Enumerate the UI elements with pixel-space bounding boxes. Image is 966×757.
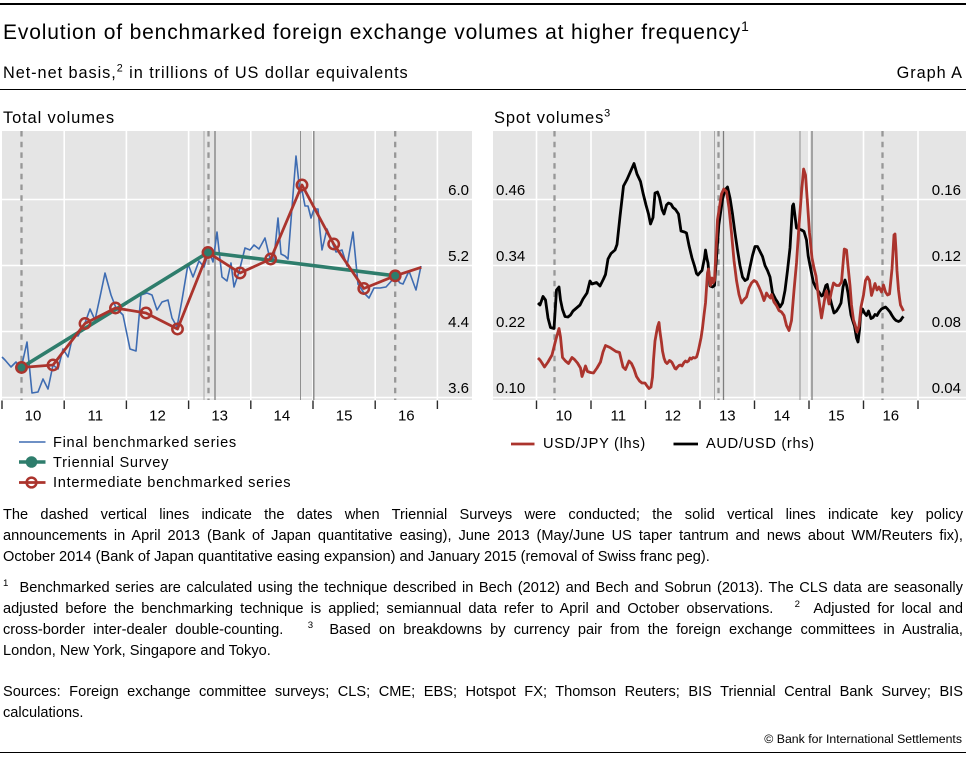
- svg-text:15: 15: [336, 408, 353, 425]
- svg-text:0.12: 0.12: [932, 248, 961, 265]
- svg-text:0.10: 0.10: [496, 380, 525, 397]
- svg-text:12: 12: [149, 408, 166, 425]
- svg-text:0.16: 0.16: [932, 182, 961, 199]
- svg-text:12: 12: [664, 408, 681, 425]
- svg-text:5.2: 5.2: [448, 248, 469, 265]
- svg-text:16: 16: [398, 408, 415, 425]
- svg-text:10: 10: [25, 408, 42, 425]
- svg-text:0.34: 0.34: [496, 248, 525, 265]
- svg-text:10: 10: [555, 408, 572, 425]
- svg-text:16: 16: [882, 408, 899, 425]
- svg-text:0.46: 0.46: [496, 182, 525, 199]
- svg-text:14: 14: [773, 408, 790, 425]
- svg-text:0.04: 0.04: [932, 380, 961, 397]
- svg-text:13: 13: [211, 408, 228, 425]
- svg-text:11: 11: [611, 408, 627, 425]
- svg-text:13: 13: [719, 408, 736, 425]
- svg-text:14: 14: [274, 408, 291, 425]
- svg-text:6.0: 6.0: [448, 182, 469, 199]
- svg-text:11: 11: [88, 408, 104, 425]
- svg-text:15: 15: [828, 408, 845, 425]
- svg-text:4.4: 4.4: [448, 314, 469, 331]
- svg-text:3.6: 3.6: [448, 380, 469, 397]
- svg-text:0.22: 0.22: [496, 314, 525, 331]
- svg-text:0.08: 0.08: [932, 314, 961, 331]
